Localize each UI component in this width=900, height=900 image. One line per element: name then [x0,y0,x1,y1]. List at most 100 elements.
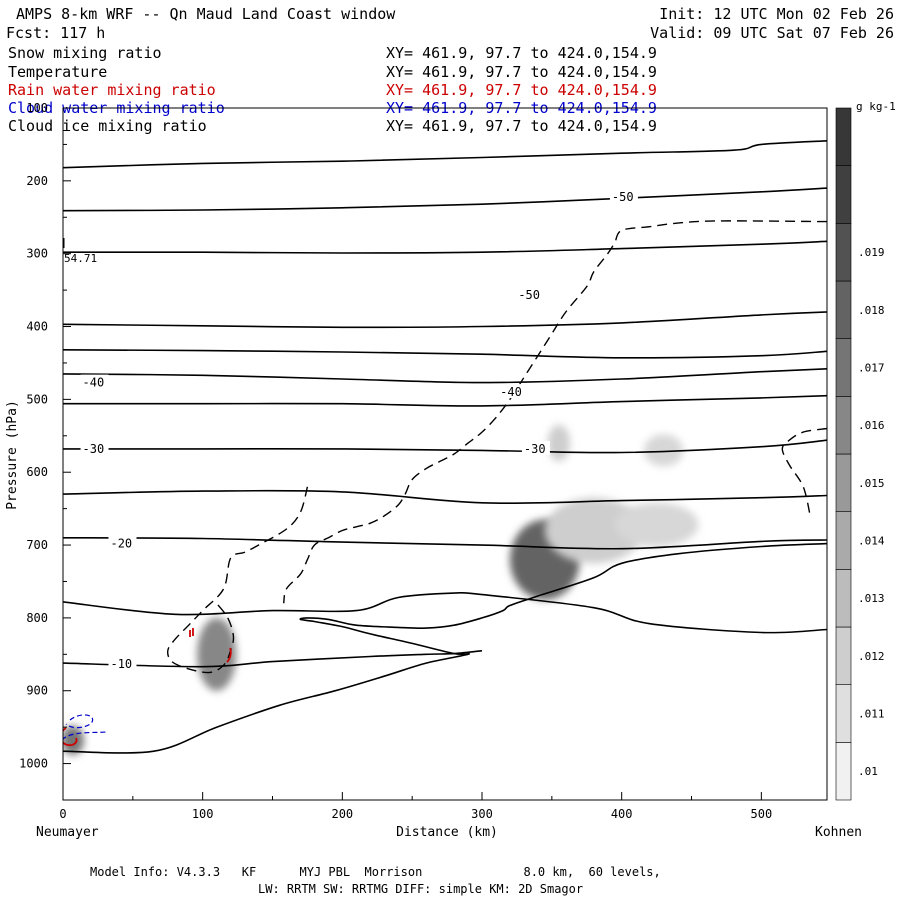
isotherm-line-7 [63,439,827,454]
colorbar-segment-6 [835,396,852,455]
isotherm-label-bg-5 [521,440,550,455]
x-tick-label-300: 300 [471,807,493,821]
colorbar-label-5: .015 [858,477,885,490]
y-tick-label-400: 400 [26,320,48,334]
isotherm-label-1: -50 [518,288,540,302]
plot-frame [62,107,828,801]
x-tick-label-100: 100 [192,807,214,821]
rain-contour-mid-2 [226,647,232,663]
isotherm-label-bg-3 [498,384,527,399]
isotherm-line-10 [63,591,827,634]
isotherm-label-bg-0 [609,188,638,203]
colorbar-segment-4 [835,511,852,570]
isotherm-label-0: -50 [612,190,634,204]
field-coords-cloud-ice: XY= 461.9, 97.7 to 424.0,154.9 [386,117,657,135]
rain-contour-left [63,727,78,747]
colorbar-segment-11 [835,107,852,166]
dashed-contours [166,220,827,674]
x-axis-label: Distance (km) [396,825,498,840]
x-endpoint-left: Neumayer [36,825,99,840]
isotherm-line-9 [63,537,827,550]
y-tick-label-600: 600 [26,465,48,479]
mixing-ratio-shading [63,424,699,755]
y-tick-label-800: 800 [26,611,48,625]
isotherm-label-bg-1 [516,287,545,302]
footer-physics-info: LW: RRTM SW: RRTMG DIFF: simple KM: 2D S… [258,882,583,896]
colorbar-segment-0 [835,742,852,801]
isotherm-line-4 [63,349,827,359]
isotherm-line-8 [63,489,827,505]
field-coords-snow: XY= 461.9, 97.7 to 424.0,154.9 [386,44,657,62]
dashed-contour-0 [781,427,827,517]
distance-axis: 0 100 200 300 400 500 [59,792,772,821]
shaded-region-3 [544,497,643,564]
colorbar-segment-5 [835,453,852,512]
shaded-region-4 [614,502,699,547]
field-name-snow: Snow mixing ratio [8,44,162,62]
y-tick-label-1000: 1000 [19,757,48,771]
isotherm-line-2 [63,240,827,254]
y-tick-label-700: 700 [26,538,48,552]
isotherm-label-2: -40 [83,376,105,390]
isotherm-label-3: -40 [500,385,522,399]
cloud-water-contour-1 [65,714,94,729]
isotherm-label-bg-6 [108,535,137,550]
isotherm-labels: -50 -50 -40 -40 -30 -30 -20 -10 [80,188,638,671]
colorbar-segment-3 [835,569,852,628]
colorbar-segment-2 [835,626,852,685]
x-tick-label-200: 200 [331,807,353,821]
isotherm-label-4: -30 [83,442,105,456]
y-tick-label-300: 300 [26,247,48,261]
dashed-contour-2 [166,486,309,674]
shaded-region-5 [547,424,571,462]
colorbar-segment-9 [835,223,852,282]
colorbar-label-3: .013 [858,592,885,605]
isotherm-label-bg-2 [80,374,109,389]
chart-title: AMPS 8-km WRF -- Qn Maud Land Coast wind… [16,5,396,23]
colorbar-segment-8 [835,280,852,339]
footer-model-info: Model Info: V4.3.3 KF MYJ PBL Morrison 8… [90,865,661,879]
terrain-outline [63,542,827,754]
colorbar-label-7: .017 [858,362,885,375]
forecast-hour: Fcst: 117 h [6,24,105,42]
isotherm-label-6: -20 [110,537,132,551]
colorbar-label-6: .016 [858,419,885,432]
colorbar-label-4: .014 [858,535,885,548]
rain-cloudwater-contours [63,628,232,747]
isotherm-line-1 [63,187,827,212]
colorbar-label-1: .011 [858,708,885,721]
isotherm-label-bg-7 [108,655,137,670]
y-tick-label-900: 900 [26,684,48,698]
colorbar-segment-7 [835,338,852,397]
y-axis-label: Pressure (hPa) [5,400,20,510]
isotherm-line-6 [63,394,827,407]
field-name-cloud-ice: Cloud ice mixing ratio [8,117,207,135]
rain-contour-mid-1 [189,628,194,637]
field-name-rain: Rain water mixing ratio [8,81,216,99]
max-annotation: 54.71 [64,252,97,265]
x-tick-label-500: 500 [751,807,773,821]
y-tick-label-100: 100 [26,101,48,115]
y-tick-label-200: 200 [26,174,48,188]
isotherm-label-7: -10 [110,657,132,671]
colorbar-segment-10 [835,165,852,224]
field-coords-temperature: XY= 461.9, 97.7 to 424.0,154.9 [386,63,657,81]
isotherm-line-3 [63,311,827,329]
colorbar-segment-1 [835,684,852,743]
x-tick-label-400: 400 [611,807,633,821]
init-time: Init: 12 UTC Mon 02 Feb 26 [659,5,894,23]
field-coords-rain: XY= 461.9, 97.7 to 424.0,154.9 [386,81,657,99]
cloud-water-contour-2 [63,731,107,740]
isotherm-label-bg-4 [80,440,109,455]
x-endpoint-right: Kohnen [815,825,862,840]
dashed-contour-1 [283,220,827,604]
isotherm-line-5 [63,368,827,384]
terrain-line [63,542,827,754]
shaded-region-6 [644,434,684,467]
x-tick-label-0: 0 [59,807,66,821]
isotherm-contours [63,140,827,668]
field-name-temperature: Temperature [8,63,107,81]
pressure-axis: 100 200 300 400 500 600 700 800 900 1000 [19,101,71,771]
colorbar-label-2: .012 [858,650,885,663]
